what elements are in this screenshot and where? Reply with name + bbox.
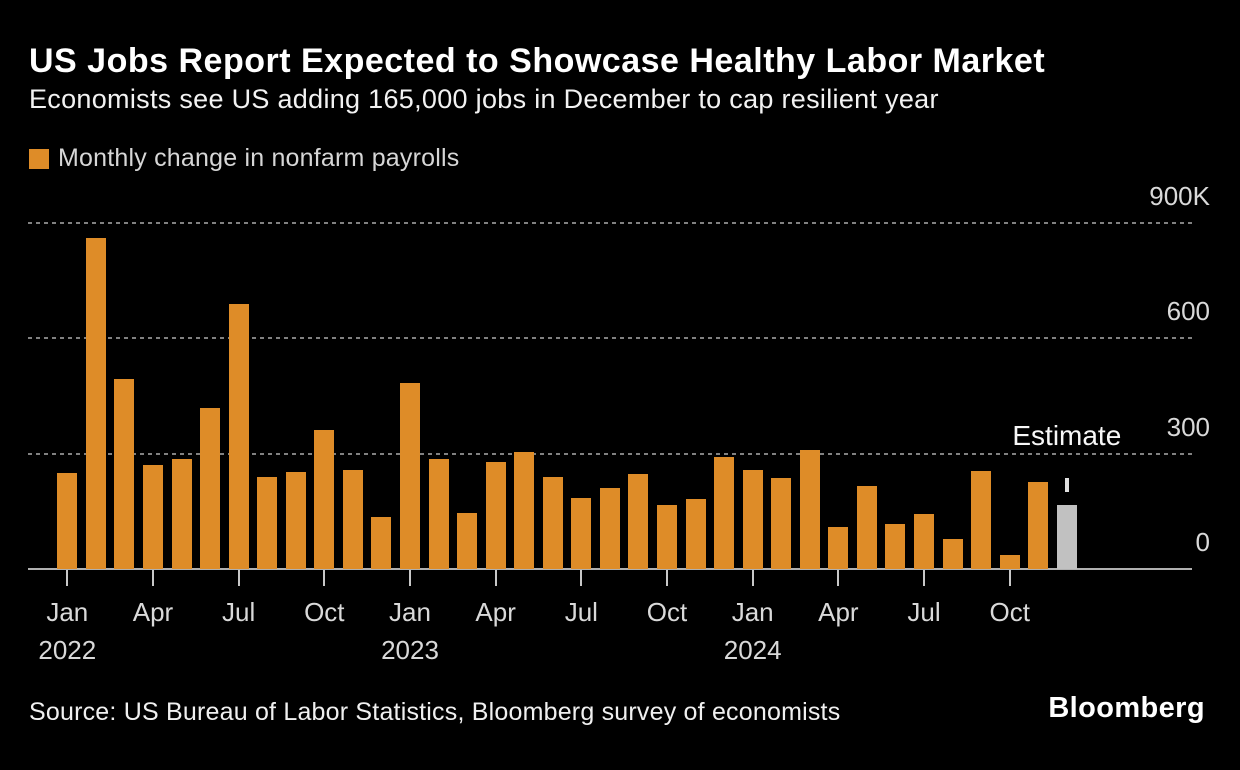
x-month-label: Jan [731, 597, 774, 627]
bar-estimate [1056, 505, 1077, 569]
x-tick [494, 570, 497, 586]
x-month-label: Oct [304, 597, 345, 627]
bar [85, 238, 106, 569]
bar [371, 517, 392, 569]
x-month-label: Oct [646, 597, 688, 627]
bar [1028, 482, 1049, 569]
bar [114, 379, 135, 569]
x-year-label: 2024 [723, 635, 782, 665]
bar [971, 471, 992, 569]
x-year-label: 2022 [38, 635, 97, 665]
gridline [28, 452, 1192, 455]
x-tick [66, 570, 69, 586]
bloomberg-logo: Bloomberg [1048, 692, 1205, 724]
x-month-label: Jan [46, 597, 89, 627]
bar [799, 450, 820, 569]
x-month-label: Apr [475, 597, 516, 627]
x-tick [580, 570, 583, 586]
x-tick [666, 570, 669, 586]
bar [942, 539, 963, 569]
x-tick [751, 570, 754, 586]
bar [914, 514, 935, 569]
x-tick [1008, 570, 1011, 586]
bar [171, 459, 192, 569]
bar [742, 470, 763, 569]
estimate-annotation-label: Estimate [1012, 420, 1122, 451]
x-month-label: Jan [389, 597, 431, 627]
page-title: US Jobs Report Expected to Showcase Heal… [29, 42, 1046, 80]
bar [514, 452, 535, 569]
bar [257, 477, 278, 569]
bar [485, 462, 506, 569]
page-subtitle: Economists see US adding 165,000 jobs in… [29, 84, 939, 114]
x-month-label: Jul [564, 597, 598, 627]
gridline [28, 221, 1192, 224]
x-tick [237, 570, 240, 586]
bar [228, 304, 249, 569]
y-axis-label: 600 [1166, 296, 1210, 326]
x-month-label: Jul [222, 597, 256, 627]
bar [428, 459, 449, 569]
bar [828, 527, 849, 569]
bar [399, 383, 420, 569]
legend-label: Monthly change in nonfarm payrolls [58, 144, 460, 172]
estimate-annotation-tick [1064, 478, 1069, 492]
legend-swatch-icon [29, 148, 49, 169]
bar [314, 430, 335, 569]
bar [200, 408, 221, 569]
bar [714, 457, 735, 569]
x-month-label: Apr [132, 597, 174, 627]
bar [285, 472, 306, 569]
y-axis-label: 900K [1149, 180, 1210, 211]
bar [142, 465, 163, 569]
bar [542, 477, 563, 569]
x-axis-line [28, 568, 1192, 570]
bar [685, 499, 706, 569]
x-year-label: 2023 [381, 635, 439, 665]
bar [657, 505, 678, 569]
x-tick [837, 570, 840, 586]
bar [457, 513, 478, 569]
x-month-label: Oct [989, 597, 1030, 627]
x-month-label: Apr [818, 597, 859, 627]
x-tick [923, 570, 926, 586]
bar [885, 524, 906, 569]
bar [999, 555, 1020, 569]
bar [57, 473, 78, 569]
x-tick [323, 570, 326, 586]
source-note: Source: US Bureau of Labor Statistics, B… [29, 698, 841, 726]
bar [571, 498, 592, 569]
y-axis-label: 300 [1166, 411, 1210, 442]
legend: Monthly change in nonfarm payrolls [29, 144, 459, 173]
bar [628, 474, 649, 569]
bar [342, 470, 363, 569]
x-month-label: Jul [907, 597, 941, 627]
y-axis-label: 0 [1195, 527, 1210, 557]
gridline [28, 337, 1192, 339]
bar [771, 478, 792, 569]
bar [599, 488, 620, 569]
x-tick [408, 570, 411, 586]
bar [856, 486, 877, 569]
x-tick [151, 570, 154, 586]
